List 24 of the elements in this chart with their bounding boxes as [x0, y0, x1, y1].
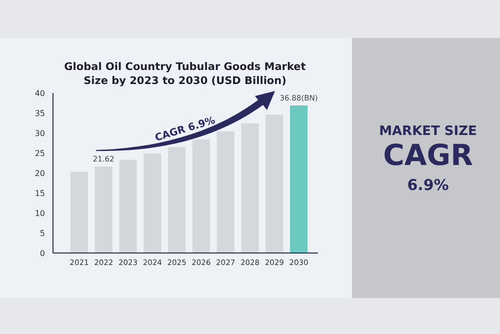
- bar: [266, 114, 284, 253]
- y-tick-label: 25: [34, 148, 45, 158]
- y-tick-label: 35: [34, 108, 45, 118]
- bar: [241, 123, 259, 253]
- bar: [144, 153, 162, 253]
- y-tick-label: 5: [40, 228, 45, 238]
- text: MARKET SIZE: [379, 124, 477, 139]
- text: 6.9%: [407, 176, 449, 194]
- y-tick-label: 15: [34, 188, 45, 198]
- bar: [216, 131, 234, 253]
- bar: [70, 172, 88, 253]
- bar: [192, 139, 210, 253]
- bar: [119, 160, 137, 253]
- bar: [94, 166, 112, 253]
- annotation: CAGR 6.9%: [154, 115, 217, 144]
- y-tick-label: 20: [34, 168, 45, 178]
- y-tick-label: 0: [40, 248, 45, 258]
- chart-title: Global Oil Country Tubular Goods Market Size by 2023 to 2030 (USD Billion): [64, 61, 306, 87]
- y-tick-label: 30: [34, 128, 45, 138]
- text: CAGR: [383, 138, 473, 172]
- y-tick-label: 40: [34, 88, 45, 98]
- y-tick-label: 10: [34, 208, 45, 218]
- bar: [290, 105, 308, 253]
- bar: [168, 147, 186, 253]
